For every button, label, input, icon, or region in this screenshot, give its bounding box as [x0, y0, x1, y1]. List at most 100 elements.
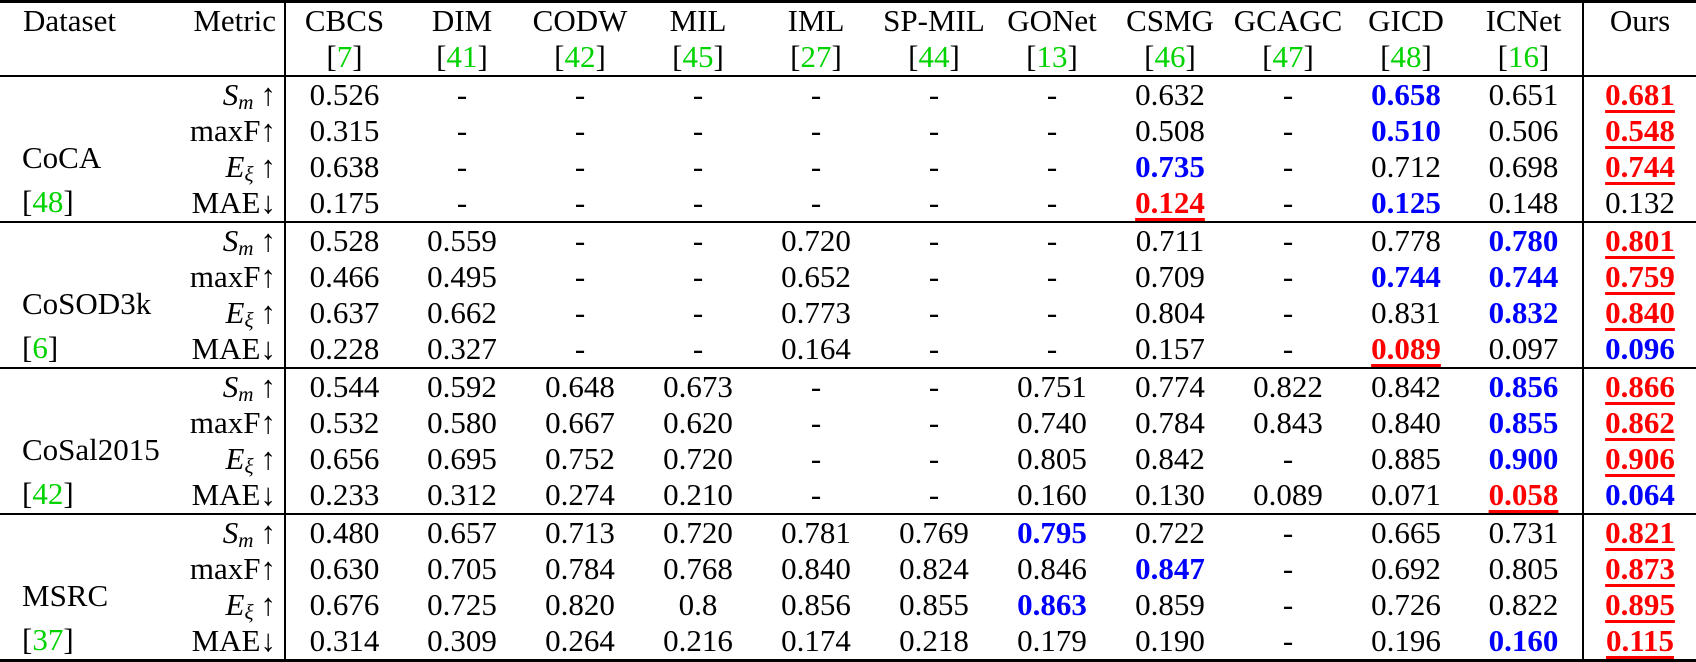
citation-number: 13 [1036, 39, 1068, 74]
metric-value-cell: 0.089 [1253, 477, 1323, 512]
metric-value-cell: 0.314 [284, 623, 403, 661]
metric-value-cell: - [1282, 295, 1294, 330]
metric-value-cell: 0.160 [1488, 623, 1559, 658]
arrow-up-icon: ↑ [260, 77, 277, 112]
method-citation: [13] [1026, 39, 1078, 74]
metric-symbol: S [222, 369, 239, 404]
metric-value-cell: - [574, 295, 586, 330]
metric-value-cell: - [928, 113, 940, 148]
metric-value-cell: 0.744 [1582, 149, 1696, 185]
metric-value-cell: - [574, 149, 586, 184]
dataset-citation: [6] [22, 330, 59, 365]
metric-value-cell: - [1282, 185, 1294, 220]
metric-value-cell: 0.840 [1582, 295, 1696, 331]
citation-number: 44 [918, 39, 950, 74]
metric-value-cell: 0.164 [781, 331, 851, 366]
metric-value-cell: 0.620 [663, 405, 733, 440]
metric-label: maxF↑ [160, 259, 285, 295]
metric-value-cell: 0.233 [284, 477, 403, 514]
metric-value-cell: 0.157 [1135, 331, 1205, 366]
metric-value-cell: - [574, 331, 586, 366]
metric-subscript: m [238, 235, 254, 260]
metric-symbol: MAE [191, 623, 261, 658]
metric-value-cell: - [692, 259, 704, 294]
dataset-cell: MSRC [37] [0, 514, 160, 661]
metric-value-cell: 0.822 [1488, 587, 1559, 622]
metric-value-cell: 0.842 [1135, 441, 1205, 476]
method-citation: [45] [672, 39, 724, 74]
metric-value-cell: 0.900 [1488, 441, 1559, 476]
metric-value-cell: - [1046, 259, 1058, 294]
arrow-down-icon: ↓ [260, 477, 277, 512]
table-row: MAE↓ 0.228 0.327 - - 0.164 - - 0.157 - 0.089 0.097 0… [0, 331, 1696, 368]
citation-number: 16 [1508, 39, 1539, 74]
metric-value-cell: 0.744 [1371, 259, 1441, 294]
metric-label: Eξ ↑ [160, 149, 285, 186]
metric-value-cell: - [928, 259, 940, 294]
metric-value-cell: 0.210 [663, 477, 733, 512]
metric-value-cell: - [1046, 223, 1058, 258]
metric-value-cell: 0.179 [1017, 623, 1087, 658]
metric-value-cell: - [692, 185, 704, 220]
metric-value-cell: 0.784 [545, 551, 615, 586]
arrow-up-icon: ↑ [260, 259, 277, 294]
metric-label: MAE↓ [160, 477, 285, 514]
metric-value-cell: 0.526 [284, 76, 403, 113]
metric-value-cell: 0.190 [1135, 623, 1205, 658]
metric-value-cell: 0.805 [1017, 441, 1087, 476]
metric-symbol: MAE [191, 477, 261, 512]
dataset-block-msrc: MSRC [37] Sm ↑ 0.480 0.657 0.713 0.720 0.781 0.76… [0, 514, 1696, 661]
arrow-down-icon: ↓ [260, 623, 277, 658]
metric-value-cell: 0.720 [663, 441, 733, 476]
metric-value-cell: 0.873 [1582, 551, 1696, 587]
metric-value-cell: - [928, 477, 940, 512]
metric-value-cell: - [574, 259, 586, 294]
metric-value-cell: - [1282, 77, 1294, 112]
dataset-citation: [48] [22, 184, 74, 219]
metric-value-cell: 0.731 [1488, 515, 1559, 550]
metric-label: Sm ↑ [160, 76, 285, 114]
metric-value-cell: 0.175 [284, 185, 403, 222]
method-header-gcagc: GCAGC [1233, 3, 1343, 38]
metric-value-cell: - [810, 405, 822, 440]
metric-value-cell: 0.863 [1017, 587, 1087, 622]
method-citation: [27] [790, 39, 842, 74]
metric-value-cell: - [1282, 587, 1294, 622]
metric-value-cell: 0.847 [1135, 551, 1205, 586]
metric-value-cell: 0.071 [1371, 477, 1441, 512]
citation-number: 47 [1272, 39, 1304, 74]
metric-value-cell: 0.218 [899, 623, 969, 658]
method-citation: [7] [284, 39, 403, 76]
metric-value-cell: - [810, 113, 822, 148]
metric-value-cell: 0.637 [284, 295, 403, 331]
metric-value-cell: 0.559 [427, 223, 497, 258]
citation-number: 48 [32, 184, 64, 219]
table-row: Eξ ↑ 0.676 0.725 0.820 0.8 0.856 0.855 0.863 0.85… [0, 587, 1696, 624]
citation-number: 42 [564, 39, 596, 74]
metric-value-cell: 0.862 [1582, 405, 1696, 441]
metric-subscript: ξ [244, 161, 254, 186]
metric-value-cell: 0.781 [781, 515, 851, 550]
dataset-name: CoCA [22, 140, 102, 175]
arrow-up-icon: ↑ [260, 515, 277, 550]
metric-value-cell: - [574, 77, 586, 112]
table-row: Eξ ↑ 0.656 0.695 0.752 0.720 - - 0.805 0.842 - 0.88… [0, 441, 1696, 478]
table-row: CoSal2015 [42] Sm ↑ 0.544 0.592 0.648 0.673- -0.… [0, 368, 1696, 510]
metric-value-cell: 0.657 [427, 515, 497, 550]
metric-value-cell: 0.651 [1488, 77, 1559, 112]
metric-value-cell: - [928, 77, 940, 112]
metric-symbol: S [222, 223, 239, 258]
arrow-up-icon: ↑ [260, 441, 277, 476]
metric-value-cell: 0.673 [663, 369, 733, 404]
metric-value-cell: 0.216 [663, 623, 733, 658]
metric-value-cell: 0.495 [427, 259, 497, 294]
metric-value-cell: 0.780 [1488, 223, 1559, 258]
metric-value-cell: 0.752 [545, 441, 615, 476]
metric-value-cell: 0.855 [1488, 405, 1559, 440]
metric-value-cell: 0.821 [1582, 514, 1696, 551]
metric-value-cell: - [1282, 223, 1294, 258]
metric-value-cell: - [456, 77, 468, 112]
metric-value-cell: - [928, 369, 940, 404]
empty-header-cell [0, 39, 160, 76]
metric-value-cell: 0.840 [1371, 405, 1441, 440]
